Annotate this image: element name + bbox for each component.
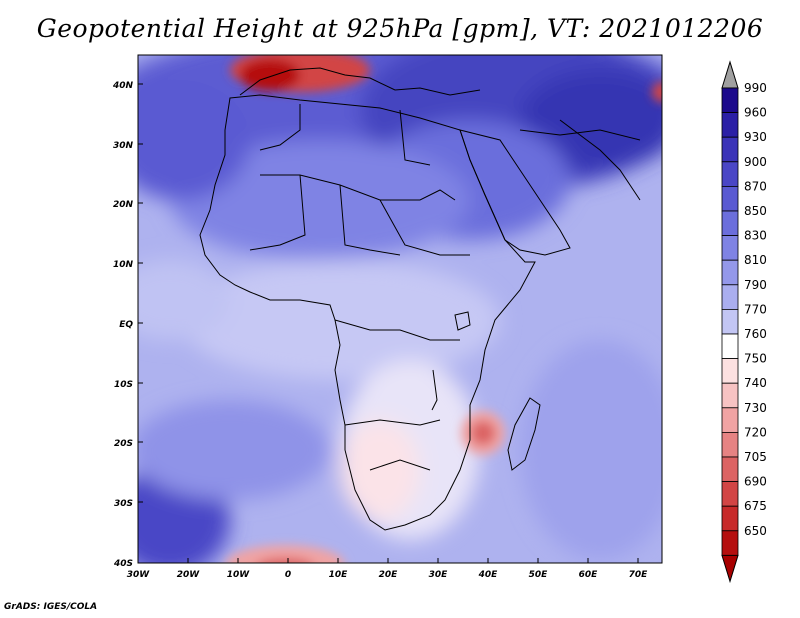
colorbar-swatch — [721, 235, 739, 261]
lon-label: 20W — [177, 570, 201, 580]
lat-label: EQ — [119, 320, 133, 330]
lon-label: 60E — [579, 570, 599, 580]
lon-label: 10W — [227, 570, 251, 580]
lat-label: 10S — [114, 380, 133, 390]
colorbar-swatch — [721, 112, 739, 138]
colorbar: 990 960 930 900 870 850 830 810 790 770 760 750 740 7… — [721, 60, 767, 584]
lon-label: 30W — [127, 570, 151, 580]
colorbar-swatch — [721, 308, 739, 335]
colorbar-label: 740 — [744, 376, 767, 390]
lat-label: 40N — [112, 81, 134, 91]
colorbar-swatch — [721, 456, 739, 483]
latitude-axis: 40N 30N 20N 10N EQ 10S 20S 30S 40S — [112, 81, 143, 569]
colorbar-swatch — [721, 358, 739, 384]
lat-label: 30S — [114, 499, 133, 509]
colorbar-label: 760 — [744, 327, 767, 341]
colorbar-swatch — [721, 185, 739, 212]
lon-label: 30E — [429, 570, 449, 580]
lon-label: 20E — [379, 570, 399, 580]
lon-label: 0 — [285, 570, 291, 580]
colorbar-label: 830 — [744, 229, 767, 243]
colorbar-swatch — [721, 333, 739, 360]
colorbar-swatch — [721, 161, 739, 187]
lat-label: 20S — [114, 439, 133, 449]
colorbar-label: 770 — [744, 302, 767, 316]
lat-label: 20N — [113, 200, 134, 210]
colorbar-label: 790 — [744, 278, 767, 292]
colorbar-swatch — [721, 87, 739, 114]
colorbar-swatch — [721, 481, 739, 507]
coastlines — [199, 67, 641, 531]
lon-label: 70E — [629, 570, 649, 580]
chart-title: Geopotential Height at 925hPa [gpm], VT:… — [36, 14, 764, 43]
credit-text: GrADS: IGES/COLA — [4, 602, 98, 612]
colorbar-label: 705 — [744, 450, 767, 464]
colorbar-label: 870 — [744, 179, 767, 193]
map-frame — [137, 54, 663, 564]
colorbar-label: 750 — [744, 352, 767, 366]
colorbar-label: 960 — [744, 106, 767, 120]
colorbar-label: 930 — [744, 130, 767, 144]
colorbar-swatch — [721, 382, 739, 409]
colorbar-swatch — [721, 431, 739, 458]
colorbar-label: 900 — [744, 155, 767, 169]
colorbar-label: 690 — [744, 475, 767, 489]
colorbar-swatch — [721, 136, 739, 163]
colorbar-swatch — [721, 407, 739, 433]
colorbar-swatch — [721, 505, 739, 532]
colorbar-over-triangle — [721, 60, 739, 89]
colorbar-label: 810 — [744, 253, 767, 267]
colorbar-swatch — [721, 210, 739, 237]
lat-label: 10N — [113, 260, 134, 270]
lat-label: 40S — [113, 559, 133, 569]
height-field — [138, 55, 662, 563]
colorbar-label: 650 — [744, 524, 767, 538]
colorbar-label: 730 — [744, 401, 767, 415]
colorbar-swatch — [721, 259, 739, 286]
colorbar-label: 990 — [744, 81, 767, 95]
lat-label: 30N — [113, 141, 134, 151]
lon-label: 40E — [478, 570, 499, 580]
colorbar-label: 675 — [744, 499, 767, 513]
lon-label: 50E — [529, 570, 549, 580]
colorbar-swatch — [721, 530, 739, 556]
colorbar-under-triangle — [721, 554, 739, 584]
longitude-axis: 30W 20W 10W 0 10E 20E 30E 40E 50E 60E 70… — [127, 558, 648, 580]
colorbar-label: 850 — [744, 204, 767, 218]
lon-label: 10E — [329, 570, 349, 580]
colorbar-swatch — [721, 284, 739, 310]
colorbar-label: 720 — [744, 425, 767, 439]
